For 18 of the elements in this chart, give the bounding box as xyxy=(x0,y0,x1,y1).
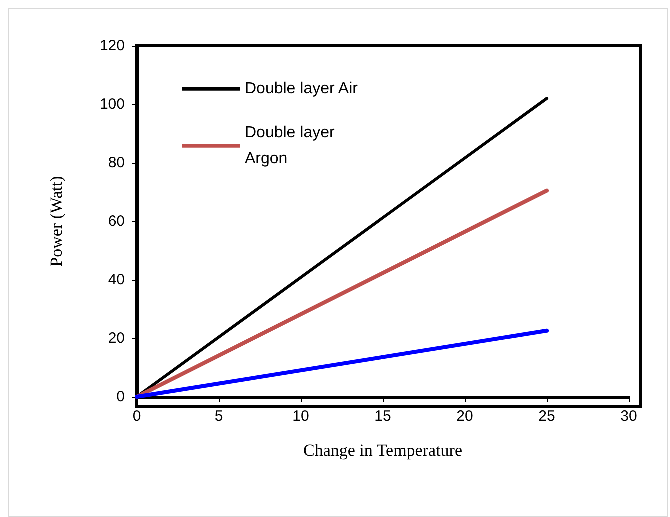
y-tick-label: 100 xyxy=(100,96,125,113)
x-tick-label: 20 xyxy=(456,408,474,425)
y-tick-label: 120 xyxy=(100,38,125,54)
legend-label: Double layer Air xyxy=(245,80,359,98)
y-axis-title: Power (Watt) xyxy=(47,176,66,267)
y-tick-label: 40 xyxy=(108,272,125,288)
x-tick-label: 5 xyxy=(214,408,224,425)
y-tick-label: 0 xyxy=(116,388,125,406)
x-tick-label: 25 xyxy=(538,408,556,425)
legend-label: Double layer Argon xyxy=(245,124,340,168)
y-tick-label: 20 xyxy=(108,330,125,347)
x-tick-label: 30 xyxy=(620,408,638,425)
x-tick-label: 15 xyxy=(374,408,392,425)
y-tick-label: 60 xyxy=(108,213,125,230)
x-axis-title: Change in Temperature xyxy=(304,441,462,460)
y-tick-label: 80 xyxy=(108,154,125,172)
x-tick-label: 0 xyxy=(132,408,142,425)
x-tick-label: 10 xyxy=(292,408,310,425)
